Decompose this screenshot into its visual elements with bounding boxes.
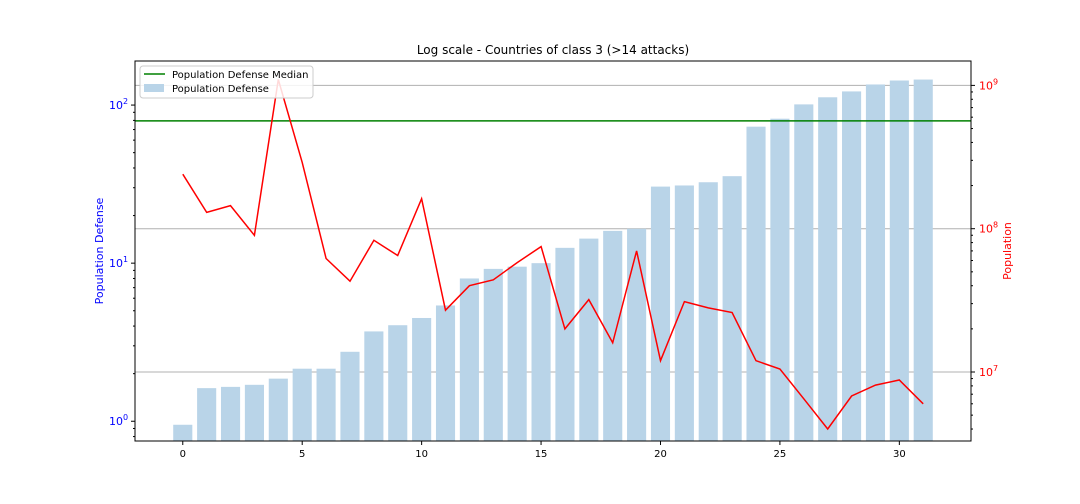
bar-16 [555, 247, 575, 441]
bar-series [173, 79, 933, 442]
x-tick-label-3: 15 [535, 449, 548, 460]
bar-17 [579, 238, 599, 441]
x-tick-label-2: 10 [415, 449, 428, 460]
bar-5 [292, 368, 312, 441]
bar-25 [770, 118, 790, 442]
left-axis-tick-label-0: 100 [109, 413, 128, 428]
bar-12 [459, 278, 479, 441]
bar-14 [507, 266, 527, 441]
bar-2 [220, 386, 241, 441]
bar-26 [794, 104, 814, 442]
left-axis-tick-exponent-0: 0 [123, 413, 128, 422]
x-tick-label-6: 30 [893, 449, 906, 460]
legend-bar-label: Population Defense [172, 84, 269, 95]
bar-18 [603, 230, 623, 441]
bar-8 [364, 331, 384, 441]
x-tick-label-5: 25 [774, 449, 787, 460]
bar-6 [316, 368, 336, 441]
right-axis-tick-label-0: 107 [979, 364, 998, 379]
left-axis-label: Population Defense [93, 197, 106, 304]
x-tick-label-4: 20 [654, 449, 667, 460]
bar-28 [842, 91, 862, 441]
bar-29 [865, 84, 886, 441]
left-axis-tick-exponent-2: 2 [123, 97, 128, 106]
right-axis-tick-base-2: 10 [979, 79, 993, 92]
bar-23 [722, 176, 742, 441]
legend-bar-swatch [144, 84, 164, 92]
x-axis-ticks: 0 5 10 15 20 25 30 [180, 441, 906, 460]
bar-3 [244, 384, 264, 441]
bar-20 [650, 186, 671, 441]
left-axis-tick-base-1: 10 [109, 257, 123, 270]
left-axis-tick-label-2: 102 [109, 97, 128, 112]
bar-10 [412, 317, 432, 441]
left-axis-tick-exponent-1: 1 [123, 255, 128, 264]
left-axis-tick-base-2: 10 [109, 99, 123, 112]
right-axis-tick-base-0: 10 [979, 366, 993, 379]
left-axis-tick-label-1: 101 [109, 255, 128, 270]
bar-13 [483, 268, 503, 441]
right-axis-tick-base-1: 10 [979, 223, 993, 236]
bar-31 [913, 79, 933, 442]
right-axis-tick-exponent-0: 7 [993, 364, 998, 373]
population-line-group [182, 79, 924, 431]
right-axis-tick-exponent-2: 9 [993, 77, 998, 86]
bar-7 [340, 351, 360, 441]
legend-box [139, 65, 314, 99]
right-axis-tick-label-2: 109 [979, 77, 998, 92]
legend-median-label: Population Defense Median [172, 70, 309, 81]
x-tick-label-1: 5 [299, 449, 305, 460]
right-axis-tick-label-1: 108 [979, 221, 998, 236]
bar-30 [889, 80, 909, 441]
right-axis-label: Population [1001, 222, 1014, 280]
left-axis-tick-base-0: 10 [109, 415, 123, 428]
bar-27 [818, 97, 838, 442]
bar-11 [435, 305, 456, 441]
right-axis-tick-exponent-1: 8 [993, 221, 998, 230]
bar-4 [268, 378, 288, 441]
bar-15 [531, 263, 551, 441]
bar-21 [674, 185, 694, 441]
population-line [182, 79, 924, 431]
bar-24 [746, 126, 766, 442]
chart-title: Log scale - Countries of class 3 (>14 at… [417, 43, 689, 57]
bar-22 [698, 182, 718, 441]
bar-1 [197, 388, 217, 441]
bar-19 [627, 228, 647, 441]
x-tick-label-0: 0 [180, 449, 186, 460]
bar-0 [173, 424, 193, 441]
bar-9 [388, 325, 408, 441]
legend: Population Defense Median Population Def… [139, 65, 314, 99]
